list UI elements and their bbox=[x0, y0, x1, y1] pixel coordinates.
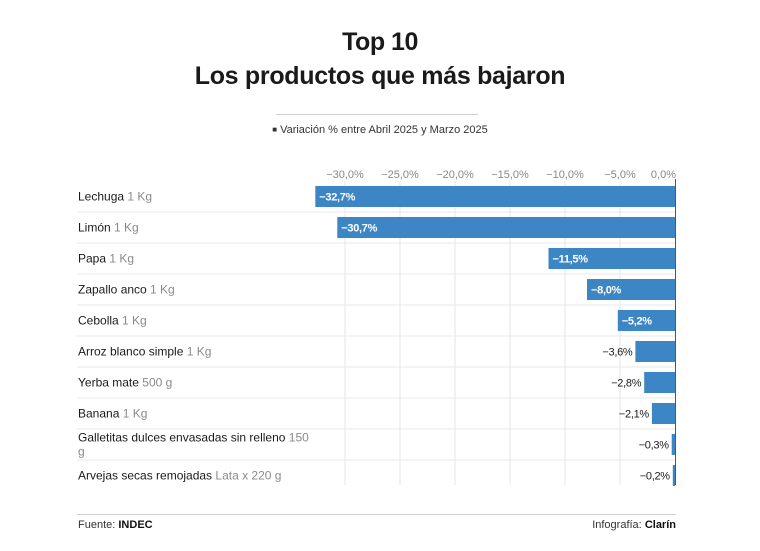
bar-value-label: −8,0% bbox=[591, 285, 622, 297]
category-label: Arroz blanco simple 1 Kg bbox=[78, 345, 211, 359]
x-tick-label: −30,0% bbox=[326, 169, 364, 181]
x-tick-label: −15,0% bbox=[491, 169, 529, 181]
source-value: INDEC bbox=[118, 519, 153, 531]
category-label: Yerba mate 500 g bbox=[78, 376, 172, 390]
category-label: Cebolla 1 Kg bbox=[78, 314, 147, 328]
bar-value-label: −0,3% bbox=[639, 440, 670, 452]
chart-subtitle: Los productos que más bajaron bbox=[194, 62, 566, 90]
x-tick-label: −5,0% bbox=[604, 169, 636, 181]
source-label: Fuente: bbox=[78, 519, 116, 531]
bar-value-label: −2,1% bbox=[619, 409, 650, 421]
bar bbox=[635, 341, 675, 362]
bar-value-label: −5,2% bbox=[622, 316, 653, 328]
x-tick-label: 0,0% bbox=[651, 169, 676, 181]
bar-value-label: −32,7% bbox=[319, 192, 355, 204]
bar bbox=[587, 279, 675, 300]
x-tick-label: −25,0% bbox=[381, 169, 419, 181]
category-label: Banana 1 Kg bbox=[78, 407, 147, 421]
x-tick-label: −10,0% bbox=[546, 169, 584, 181]
bar bbox=[671, 434, 675, 455]
bar-value-label: −30,7% bbox=[341, 223, 377, 235]
title-divider bbox=[276, 114, 478, 115]
chart-title: Top 10 bbox=[342, 28, 418, 56]
bar bbox=[337, 217, 675, 238]
bar bbox=[315, 186, 675, 207]
legend-text: Variación % entre Abril 2025 y Marzo 202… bbox=[280, 124, 488, 136]
bar bbox=[651, 403, 675, 424]
x-tick-label: −20,0% bbox=[436, 169, 474, 181]
category-label: Arvejas secas remojadas Lata x 220 g bbox=[78, 469, 281, 483]
bar bbox=[548, 248, 675, 269]
legend-swatch-icon: ■ bbox=[272, 125, 278, 134]
bar-value-label: −3,6% bbox=[602, 347, 633, 359]
bar bbox=[617, 310, 675, 331]
source: Fuente: INDEC bbox=[78, 519, 153, 531]
category-label: Papa 1 Kg bbox=[78, 252, 134, 266]
bar-value-label: −11,5% bbox=[553, 254, 589, 266]
credit-value: Clarín bbox=[644, 519, 676, 531]
legend: ■ Variación % entre Abril 2025 y Marzo 20… bbox=[0, 124, 760, 136]
bar-value-label: −0,2% bbox=[640, 471, 671, 483]
category-label: Zapallo anco 1 Kg bbox=[78, 283, 175, 297]
bar bbox=[672, 465, 675, 486]
category-label: Galletitas dulces envasadas sin relleno … bbox=[78, 431, 309, 445]
credit: Infografía: Clarín bbox=[592, 519, 676, 531]
category-label: Lechuga 1 Kg bbox=[78, 190, 152, 204]
footer-divider bbox=[77, 514, 676, 515]
credit-label: Infografía: bbox=[592, 519, 642, 531]
category-unit-label: g bbox=[78, 445, 85, 459]
bar-value-label: −2,8% bbox=[611, 378, 642, 390]
category-label: Limón 1 Kg bbox=[78, 221, 139, 235]
bar bbox=[644, 372, 675, 393]
